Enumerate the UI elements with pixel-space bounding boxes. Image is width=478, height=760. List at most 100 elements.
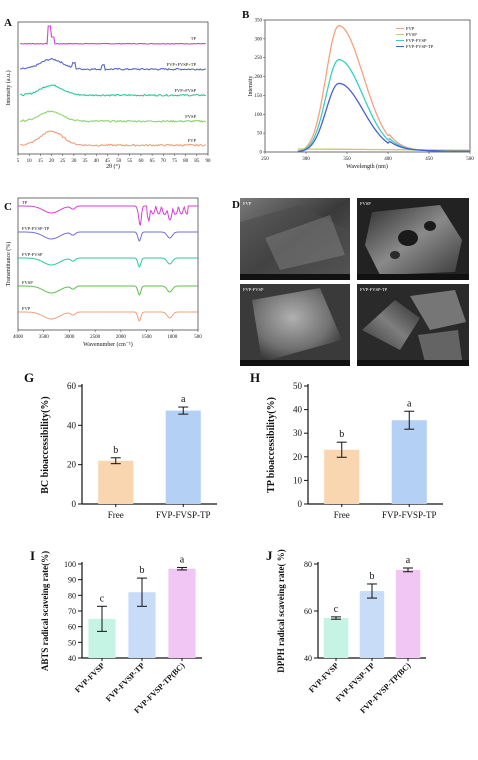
sem-tag: FVP xyxy=(243,201,252,206)
xrd-trace xyxy=(20,25,206,45)
xtick-label: 5 xyxy=(17,159,20,164)
significance-letter: b xyxy=(370,571,375,582)
panel-c: C Transmittance (%) Wavenumber (cm⁻¹) 40… xyxy=(4,197,202,348)
xtick-label: 3000 xyxy=(64,335,75,340)
trace-label: FVP xyxy=(22,306,31,311)
ytick-label: 0 xyxy=(72,499,77,509)
category-label: FVP-FVSP-TP xyxy=(382,510,437,520)
panel-b-label: B xyxy=(242,9,250,21)
legend-entry: FVP-FVSP xyxy=(406,38,427,43)
panel-d-label: D xyxy=(232,199,240,211)
y-axis-title: DPPH radical scaveing rate( %) xyxy=(276,549,286,672)
spectrum-curve xyxy=(297,58,470,152)
trace-label: FVP-FVSP-TP xyxy=(22,226,50,231)
xtick-label: 2000 xyxy=(116,335,127,340)
ytick-label: 60 xyxy=(304,607,312,616)
significance-letter: b xyxy=(140,565,145,576)
panel-c-traces: TP FVP-FVSP-TP FVP-FVSP FVSP FVP xyxy=(18,200,198,322)
xtick-label: 60 xyxy=(138,159,144,164)
xtick-label: 300 xyxy=(302,157,310,162)
significance-letter: b xyxy=(339,429,344,440)
trace-label: FVP+FVSP xyxy=(174,88,196,93)
y-axis-title: ABTS radical scaveing rate(%) xyxy=(40,551,50,671)
ytick-label: 200 xyxy=(255,75,263,80)
category-label: FVP-FVSP xyxy=(73,661,106,694)
ytick-label: 50 xyxy=(293,381,303,391)
significance-letter: a xyxy=(180,554,185,565)
xtick-label: 3500 xyxy=(39,335,50,340)
ytick-label: 40 xyxy=(68,654,76,663)
ytick-label: 250 xyxy=(255,56,263,61)
bar xyxy=(359,591,385,658)
category-label: Free xyxy=(334,510,350,520)
panel-j: J 40 60 80 DPPH radical scaveing rate( %) c FV… xyxy=(266,548,426,715)
xtick-label: 40 xyxy=(94,159,100,164)
sem-image-fvsp: FVSP xyxy=(357,198,469,280)
panel-b-curves xyxy=(297,25,470,152)
trace-label: TP xyxy=(191,36,197,41)
legend-entry: FVP xyxy=(406,26,415,31)
trace-label: FVSP xyxy=(22,280,33,285)
ytick-label: 0 xyxy=(260,151,263,156)
chart-label: I xyxy=(30,548,35,563)
panel-i: I 40 50 60 70 80 90 100 ABTS radical scaveing ra… xyxy=(30,548,202,715)
bar xyxy=(165,410,201,504)
xtick-label: 350 xyxy=(343,157,351,162)
significance-letter: c xyxy=(334,604,339,615)
xrd-trace xyxy=(20,130,206,147)
significance-letter: a xyxy=(407,398,412,409)
xtick-label: 70 xyxy=(161,159,167,164)
xtick-label: 20 xyxy=(49,159,55,164)
ytick-label: 50 xyxy=(257,132,263,137)
xtick-label: 10 xyxy=(27,159,33,164)
ftir-trace xyxy=(18,285,198,296)
panel-c-ylabel: Transmittance (%) xyxy=(5,242,12,287)
panel-b-xlabel: Wavelength (nm) xyxy=(346,163,388,170)
xtick-label: 400 xyxy=(384,157,392,162)
panel-c-xlabel: Wavenumber (cm⁻¹) xyxy=(83,341,133,348)
xtick-label: 15 xyxy=(38,159,44,164)
chart-label: J xyxy=(266,548,273,563)
trace-label: FVP+FVSP+TP xyxy=(167,62,197,67)
ytick-label: 40 xyxy=(304,654,312,663)
xtick-label: 50 xyxy=(116,159,122,164)
ytick-label: 80 xyxy=(68,591,76,600)
sem-tag: FVP-FVSP-TP xyxy=(360,287,388,292)
panel-a-xticks: 5 10 15 20 25 30 35 40 45 50 55 60 65 70 75 80 85 90 xyxy=(17,154,211,164)
panel-c-label: C xyxy=(4,201,12,213)
ytick-label: 70 xyxy=(68,607,76,616)
chart-label: H xyxy=(250,370,260,385)
bar xyxy=(98,460,134,504)
xtick-label: 250 xyxy=(261,157,269,162)
panel-g: G 0 20 40 60 BC bioaccessibility(%) b Free a FVP-… xyxy=(24,370,217,520)
xtick-label: 500 xyxy=(466,157,474,162)
xtick-label: 85 xyxy=(194,159,200,164)
ftir-trace xyxy=(18,231,198,242)
y-axis-title: TP bioaccessibility(%) xyxy=(266,397,277,493)
sem-image-fvp: FVP xyxy=(240,198,350,280)
xrd-trace xyxy=(20,84,206,97)
xtick-label: 500 xyxy=(194,335,202,340)
ftir-trace xyxy=(18,311,198,322)
spectrum-curve xyxy=(297,82,470,152)
sem-image-fvp-fvsp: FVP-FVSP xyxy=(240,284,350,366)
significance-letter: a xyxy=(406,555,411,566)
ytick-label: 350 xyxy=(255,19,263,24)
ytick-label: 60 xyxy=(67,381,77,391)
category-label: Free xyxy=(108,510,124,520)
trace-label: FVP-FVSP xyxy=(22,252,43,257)
xrd-trace xyxy=(20,57,206,72)
spectrum-curve xyxy=(297,25,470,152)
panel-c-xticks: 4000 3500 3000 2500 2000 1500 1000 500 xyxy=(13,330,202,340)
trace-label: TP xyxy=(22,200,28,205)
bar xyxy=(168,568,196,658)
xtick-label: 30 xyxy=(71,159,77,164)
ytick-label: 50 xyxy=(68,638,76,647)
panel-b: B Intensity Wavelength (nm) 250 300 350 400… xyxy=(242,9,474,170)
panel-d: D FVP FVSP FV xyxy=(232,198,469,366)
category-label: FVP-FVSP xyxy=(307,661,340,694)
ytick-label: 10 xyxy=(293,475,303,485)
significance-letter: a xyxy=(181,394,186,405)
ytick-label: 40 xyxy=(67,420,77,430)
